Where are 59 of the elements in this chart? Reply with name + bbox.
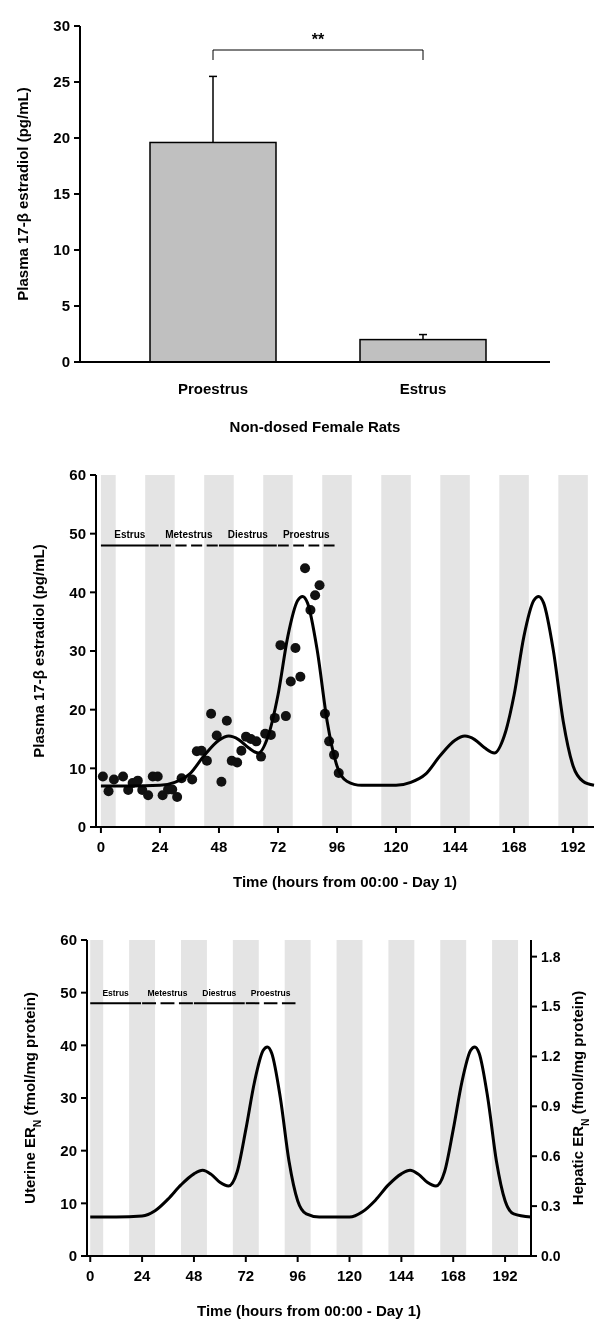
x-axis-title: Non-dosed Female Rats xyxy=(229,418,401,435)
x-tick-label: 144 xyxy=(442,838,469,855)
y-tick-label: 10 xyxy=(53,241,70,259)
series-label: Proestrus xyxy=(250,988,291,999)
y2-tick-label: 1.5 xyxy=(541,998,561,1015)
x-tick-label: 144 xyxy=(388,1267,415,1284)
x-tick-label: 24 xyxy=(151,838,169,855)
x-tick-label: 168 xyxy=(501,838,527,855)
y-tick-label: 0 xyxy=(68,1247,77,1265)
y-tick-label: 40 xyxy=(60,1036,77,1054)
y-tick-label: 25 xyxy=(53,73,70,91)
y-tick-label: 0 xyxy=(61,353,70,371)
y-tick-label: 20 xyxy=(69,700,86,718)
y2-tick-label: 0.3 xyxy=(541,1198,561,1215)
x-tick-label: 192 xyxy=(560,838,586,855)
y-tick-label: 5 xyxy=(61,297,70,315)
y-tick-label: 15 xyxy=(53,185,70,203)
x-tick-label: 168 xyxy=(440,1267,466,1284)
series-label: Proestrus xyxy=(282,529,331,541)
y-tick-label: 20 xyxy=(60,1141,77,1159)
y-axis-title: Plasma 17-β estradiol (pg/mL) xyxy=(14,87,31,301)
y-tick-label: 30 xyxy=(53,17,70,35)
x-tick-label: 192 xyxy=(492,1267,518,1284)
x-axis-title: Time (hours from 00:00 - Day 1) xyxy=(233,873,457,890)
y-tick-label: 0 xyxy=(77,818,86,836)
series-label: Diestrus xyxy=(227,529,269,541)
y2-tick-label: 1.2 xyxy=(541,1048,561,1065)
annotation: ** xyxy=(311,31,325,48)
x-axis-title: Time (hours from 00:00 - Day 1) xyxy=(197,1302,421,1319)
y-tick-label: 50 xyxy=(69,524,86,542)
y-tick-label: 10 xyxy=(60,1194,77,1212)
y-tick-label: 50 xyxy=(60,983,77,1001)
legend-label: Estrus xyxy=(114,529,146,541)
text: 0.0 xyxy=(541,1247,561,1264)
x-tick-label: 48 xyxy=(210,838,228,855)
x-tick-label: 120 xyxy=(337,1267,363,1284)
y-tick-label: 30 xyxy=(69,642,86,660)
x-tick-label: 24 xyxy=(133,1267,152,1284)
y2-tick-label: 0.6 xyxy=(541,1148,561,1165)
y-tick-label: 30 xyxy=(60,1089,77,1107)
series-label: Metestrus xyxy=(147,988,188,999)
y-tick-label: 20 xyxy=(53,129,70,147)
y-tick-label: 60 xyxy=(69,466,86,484)
y-tick-label: 10 xyxy=(69,759,86,777)
x-tick-label: 120 xyxy=(383,838,409,855)
series-label: Metestrus xyxy=(165,529,213,541)
x-tick-label: 0 xyxy=(96,838,106,855)
y-tick-label: 60 xyxy=(60,931,77,949)
x-tick-label: 48 xyxy=(185,1267,203,1284)
x-tick-label: 96 xyxy=(289,1267,306,1284)
legend-label: Estrus xyxy=(102,988,130,999)
x-tick-label: 72 xyxy=(269,838,287,855)
y-axis-title: Plasma 17-β estradiol (pg/mL) xyxy=(30,544,47,758)
series-label: Diestrus xyxy=(202,988,237,999)
y2-tick-label: 0.9 xyxy=(541,1098,561,1115)
x-tick-label: 72 xyxy=(237,1267,255,1284)
y2-tick-label: 1.8 xyxy=(541,948,561,965)
x-tick-label: 96 xyxy=(328,838,346,855)
y-tick-label: 40 xyxy=(69,583,86,601)
